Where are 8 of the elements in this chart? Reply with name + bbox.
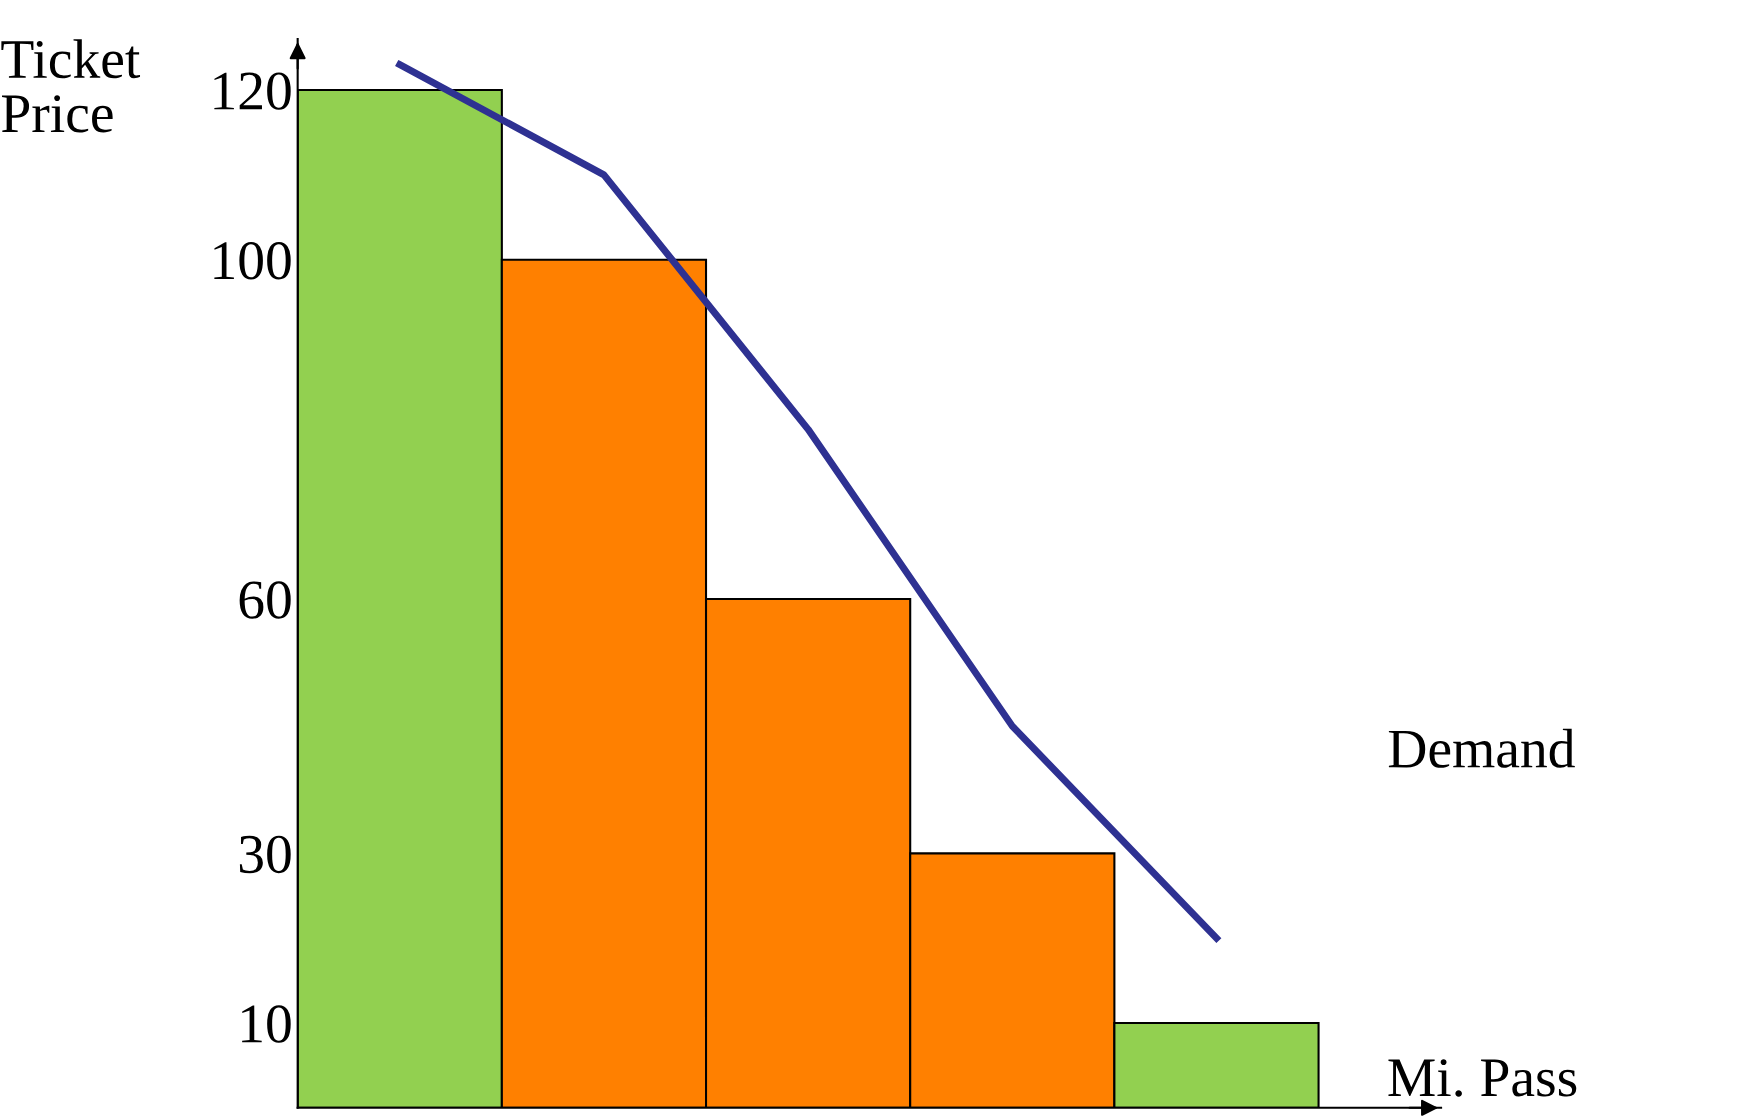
y-tick-label: 120 [214,72,291,110]
y-tick-label: 100 [214,242,291,280]
y-tick-label: 10 [242,1005,291,1043]
y-axis-title: Ticket Price [1,39,141,133]
text: Demand [1388,728,1575,768]
x-axis-title: Mi. Pass [1388,1059,1577,1097]
y-tick-label: 60 [239,581,291,619]
y-tick-label: 30 [239,835,291,874]
